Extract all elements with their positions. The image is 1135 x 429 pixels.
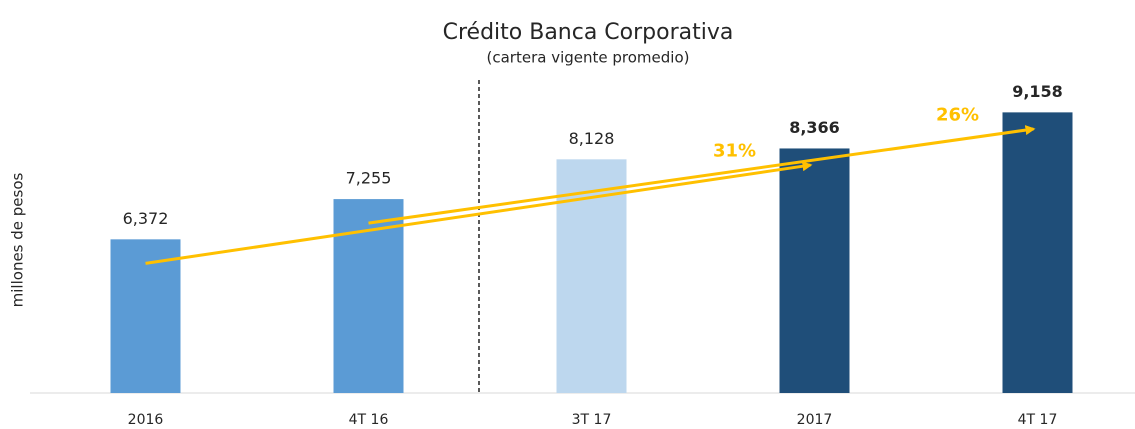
growth-arrow bbox=[145, 161, 813, 265]
x-tick-label: 4T 17 bbox=[1018, 412, 1058, 428]
value-label: 9,158 bbox=[1012, 82, 1063, 101]
x-tick-label: 2017 bbox=[797, 412, 833, 428]
value-label: 6,372 bbox=[123, 209, 169, 228]
growth-label: 31% bbox=[713, 140, 756, 161]
y-axis-label: millones de pesos bbox=[9, 172, 27, 307]
growth-label: 26% bbox=[936, 104, 979, 125]
x-tick-label: 4T 16 bbox=[349, 412, 389, 428]
bar bbox=[1002, 112, 1073, 393]
x-tick-label: 3T 17 bbox=[572, 412, 612, 428]
bar bbox=[110, 239, 181, 393]
x-tick-label: 2016 bbox=[128, 412, 164, 428]
value-label: 7,255 bbox=[346, 169, 392, 188]
value-label: 8,128 bbox=[569, 129, 615, 148]
value-label: 8,366 bbox=[789, 118, 840, 137]
growth-arrow bbox=[368, 125, 1036, 225]
chart-title: Crédito Banca Corporativa bbox=[443, 20, 734, 45]
bar bbox=[779, 148, 850, 393]
chart-subtitle: (cartera vigente promedio) bbox=[487, 49, 690, 67]
